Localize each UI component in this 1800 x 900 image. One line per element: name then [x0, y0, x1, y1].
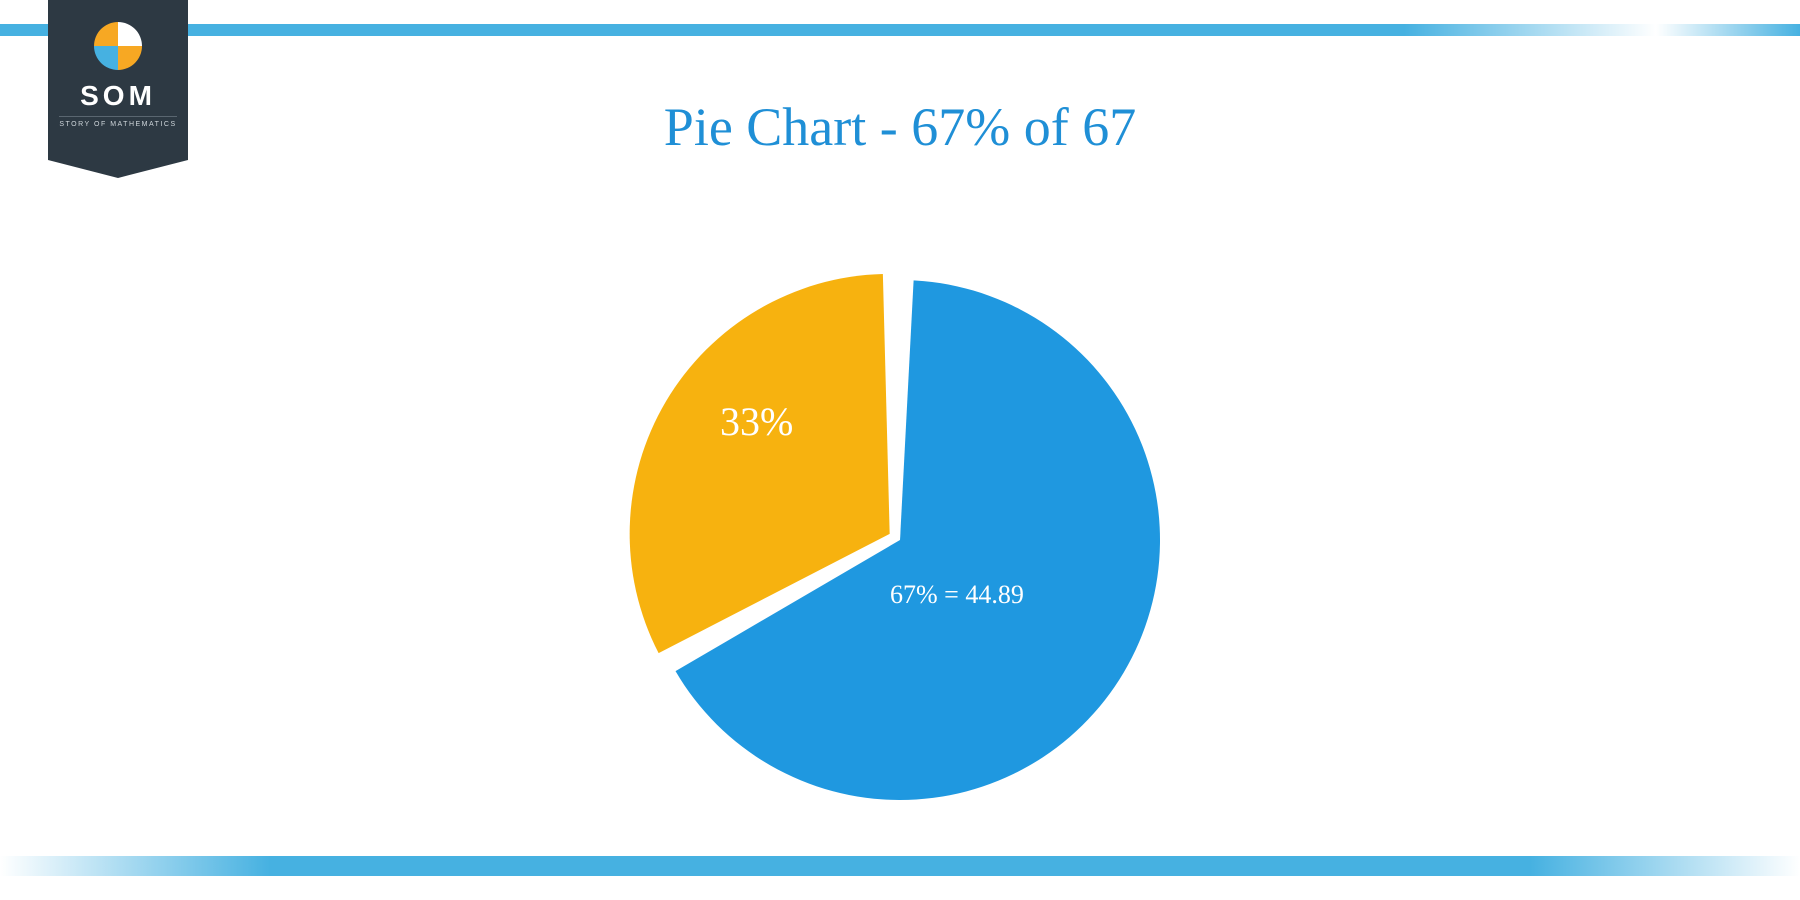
pie-chart: 33% 67% = 44.89 — [610, 250, 1190, 830]
top-accent-bar — [0, 24, 1800, 36]
slice-label-major: 67% = 44.89 — [890, 580, 1024, 610]
bottom-accent-bar — [0, 856, 1800, 876]
slice-label-minor: 33% — [720, 398, 793, 445]
pie-svg — [610, 250, 1190, 830]
logo-quad-bl — [94, 46, 118, 70]
logo-quad-tl — [94, 22, 118, 46]
brand-logo-icon — [94, 22, 142, 70]
logo-quad-br — [118, 46, 142, 70]
chart-title: Pie Chart - 67% of 67 — [0, 96, 1800, 158]
logo-quad-tr — [118, 22, 142, 46]
